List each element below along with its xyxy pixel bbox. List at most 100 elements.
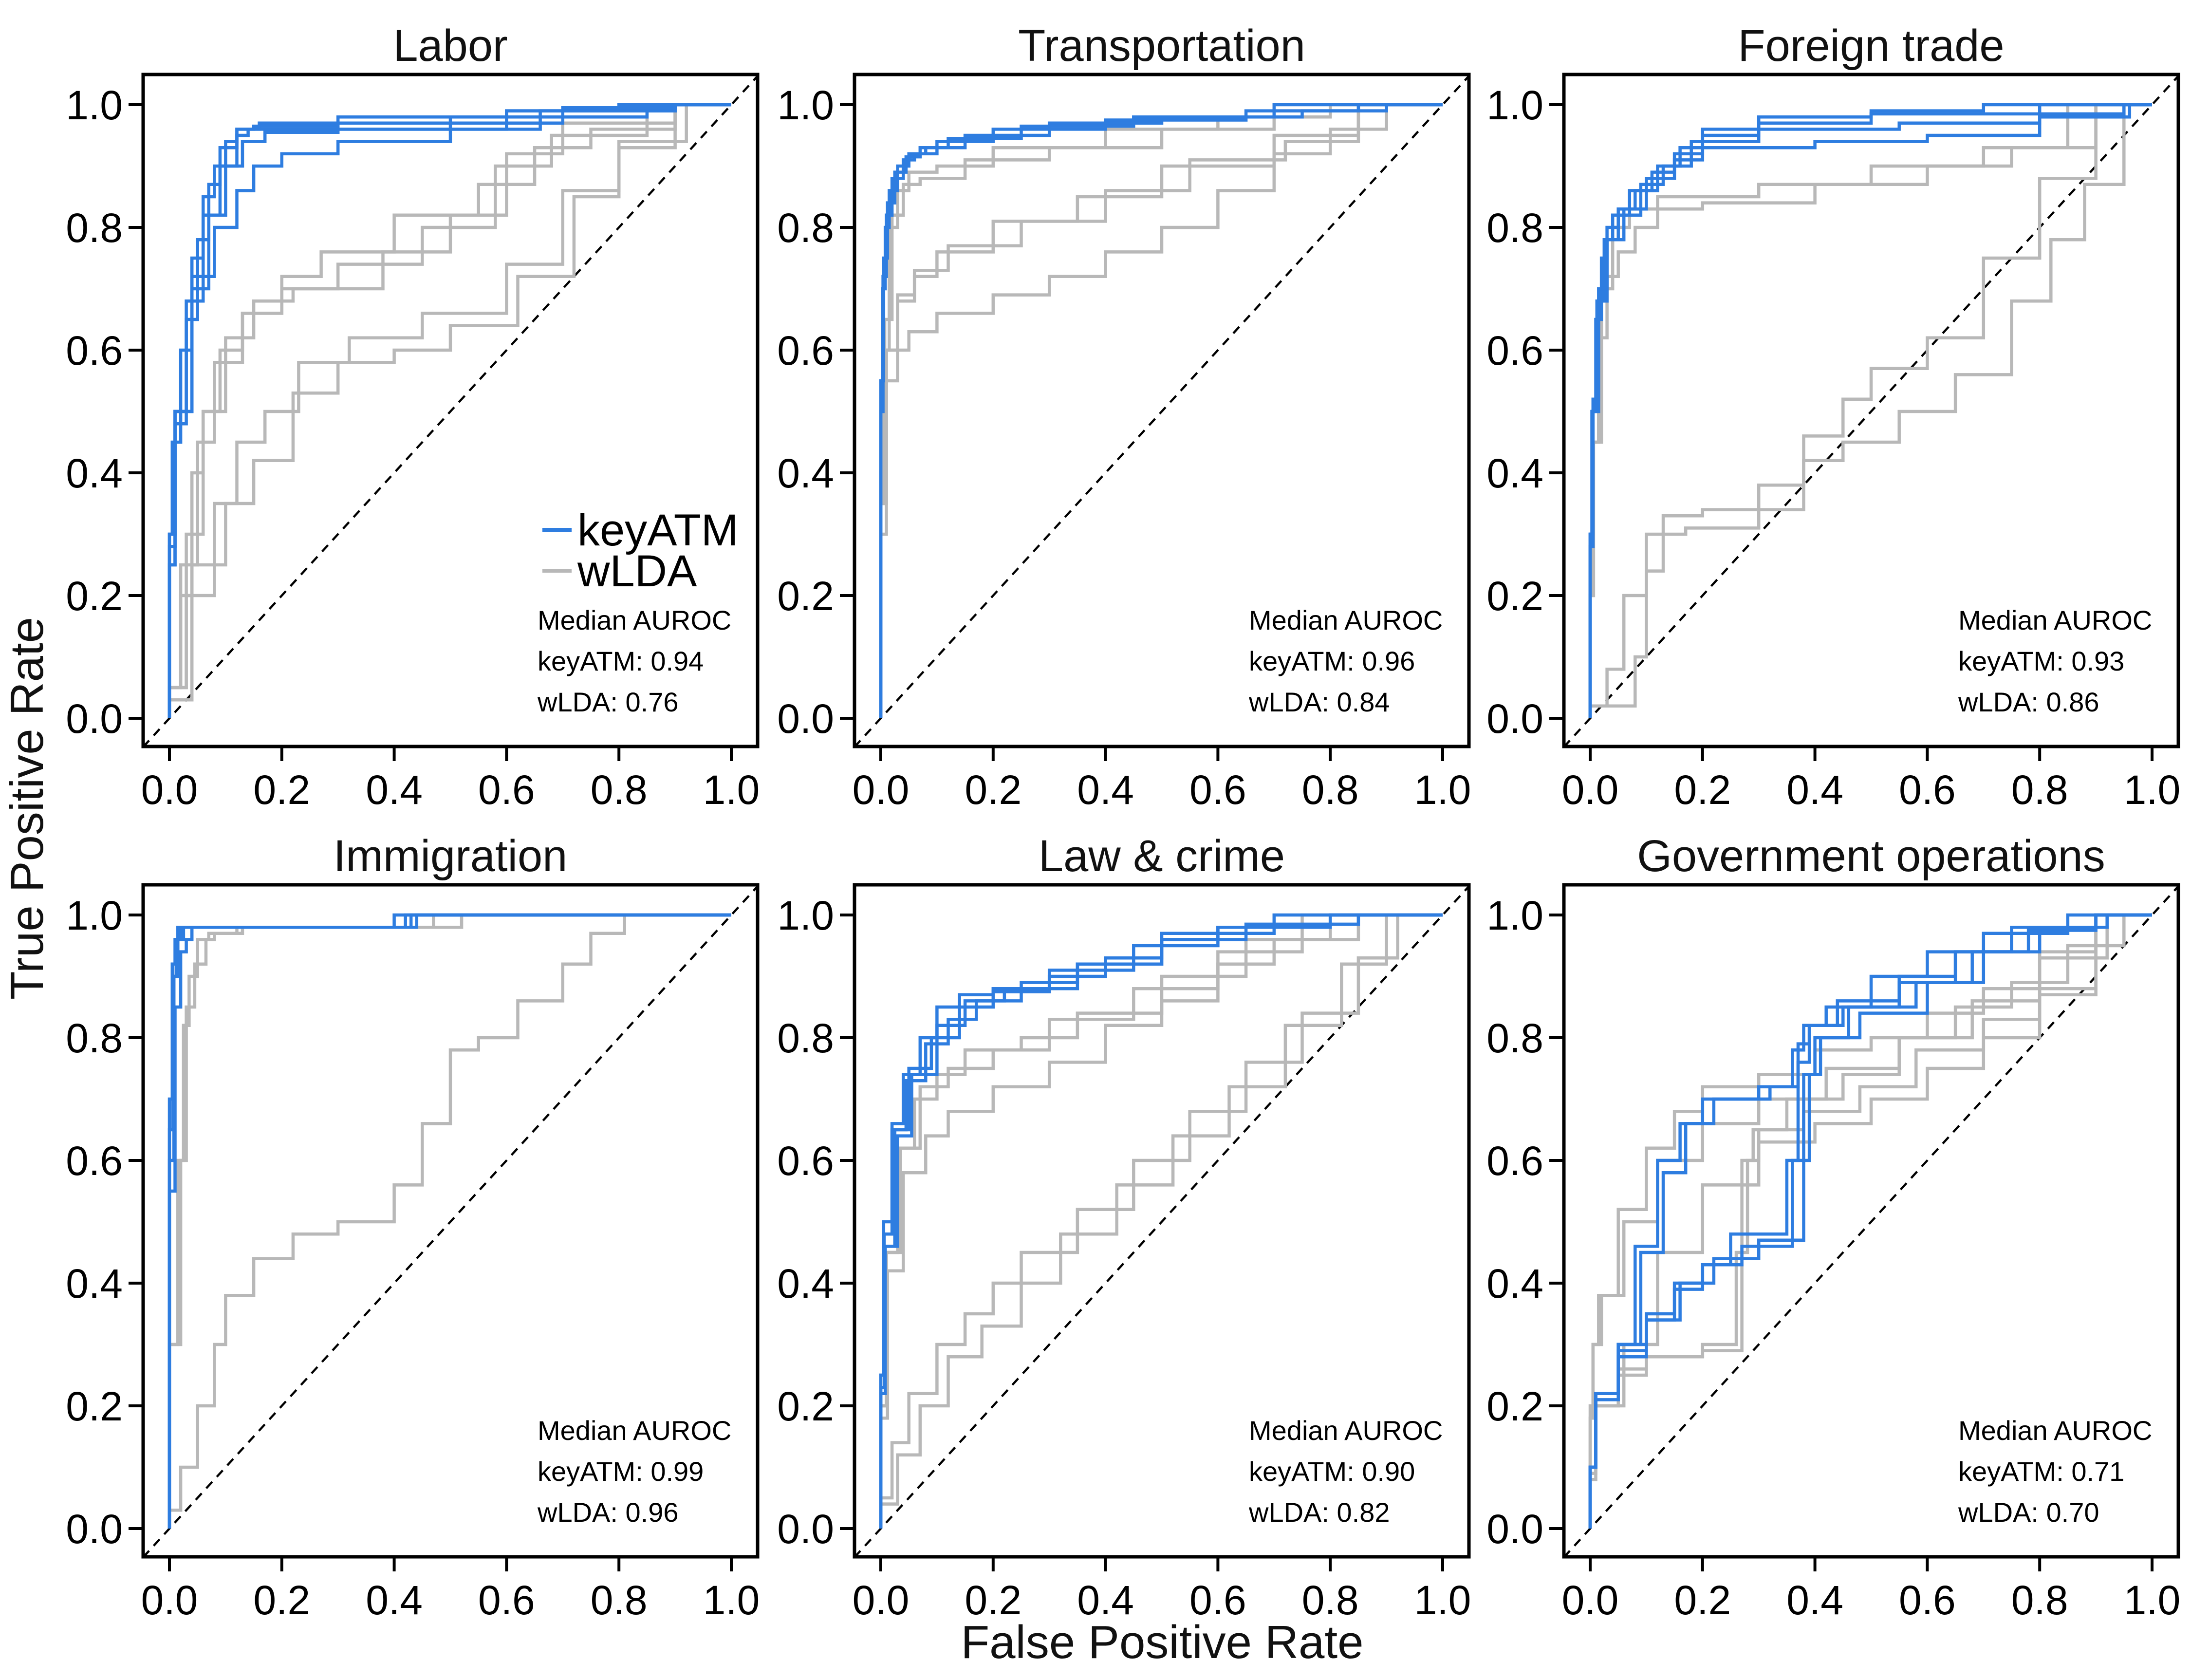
x-tick-label: 0.6 [1899,1577,1956,1623]
y-tick-label: 0.2 [66,1383,123,1429]
y-tick-label: 0.6 [777,328,834,373]
x-axis-title: False Positive Rate [961,1616,1363,1668]
y-tick-label: 0.8 [777,205,834,251]
y-tick-label: 0.6 [1486,1138,1543,1184]
wlda-curve-4 [879,103,1443,718]
plot-area [854,75,1469,747]
chance-diagonal-line [1564,885,2178,1557]
wlda-curve-3 [167,913,731,1529]
y-tick-label: 0.8 [66,205,123,251]
x-tick-label: 0.6 [1899,767,1956,813]
panel-transportation: Transportation 0.0 0.0 0.2 0.2 0.4 0.4 0.6 0.6 0.… [777,21,1471,813]
y-tick-label: 1.0 [66,893,123,938]
keyatm-curve-4 [167,913,731,1529]
median-auroc-keyatm: keyATM: 0.94 [538,646,704,676]
y-tick-label: 0.0 [66,696,123,742]
median-auroc-wlda: wLDA: 0.84 [1248,687,1390,717]
median-auroc-keyatm: keyATM: 0.71 [1958,1456,2124,1487]
y-tick-label: 0.2 [1486,573,1543,619]
keyatm-curve-3 [167,913,731,1529]
chance-diagonal-line [1564,75,2178,747]
panel-title: Labor [393,21,507,71]
wlda-curve-3 [879,913,1443,1529]
median-auroc-wlda: wLDA: 0.86 [1958,687,2099,717]
x-tick-label: 0.2 [1674,767,1731,813]
chance-diagonal-line [143,885,758,1557]
y-tick-label: 0.4 [1486,450,1543,496]
x-tick-label: 0.4 [1786,1577,1843,1623]
y-tick-label: 1.0 [777,893,834,938]
wlda-curve-3 [167,103,731,718]
median-auroc-wlda: wLDA: 0.96 [537,1497,679,1528]
y-tick-label: 0.0 [66,1506,123,1552]
y-tick-label: 0.0 [777,696,834,742]
y-tick-label: 0.2 [777,573,834,619]
wlda-curve-4 [879,913,1443,1529]
median-auroc-keyatm: keyATM: 0.96 [1249,646,1415,676]
panels: Labor 0.0 0.0 0.2 0.2 0.4 0.4 0.6 0.6 0.8 0.8 1.0 1.… [66,21,2180,1623]
y-tick-label: 0.4 [777,450,834,496]
y-tick-label: 0.0 [1486,696,1543,742]
x-tick-label: 0.0 [1562,767,1619,813]
x-tick-label: 0.8 [1302,767,1359,813]
y-tick-label: 0.4 [1486,1261,1543,1307]
y-tick-label: 0.2 [777,1383,834,1429]
y-tick-label: 1.0 [1486,82,1543,128]
x-tick-label: 0.4 [366,767,423,813]
y-axis-title: True Positive Rate [1,617,53,1000]
keyatm-curve-3 [1588,913,2152,1529]
axes-frame [853,883,1471,1559]
y-tick-label: 0.0 [777,1506,834,1552]
axes-frame [1562,883,2180,1559]
x-tick-label: 0.6 [478,1577,535,1623]
median-auroc-header: Median AUROC [1249,605,1443,635]
median-auroc-header: Median AUROC [538,605,731,635]
median-auroc-wlda: wLDA: 0.70 [1958,1497,2099,1528]
y-tick-label: 0.6 [66,328,123,373]
plot-area [143,885,758,1557]
x-tick-label: 0.2 [965,1577,1021,1623]
x-tick-label: 1.0 [703,767,760,813]
x-tick-label: 0.0 [141,1577,198,1623]
wlda-curve-5 [1588,913,2152,1529]
panel-immigration: Immigration 0.0 0.0 0.2 0.2 0.4 0.4 0.6 0.6 0.8 0.… [66,831,760,1623]
x-tick-label: 0.8 [2011,767,2068,813]
axes-frame [141,73,760,748]
y-tick-label: 0.6 [1486,328,1543,373]
x-tick-label: 0.4 [1077,1577,1134,1623]
wlda-curve-1 [167,103,731,718]
wlda-curve-2 [1588,103,2152,718]
x-tick-label: 0.6 [478,767,535,813]
panel-title: Foreign trade [1738,21,2004,71]
keyatm-curve-5 [1588,913,2152,1529]
median-auroc-keyatm: keyATM: 0.99 [538,1456,704,1487]
wlda-curve-5 [879,913,1443,1529]
x-tick-label: 0.2 [253,1577,310,1623]
panel-title: Immigration [334,831,568,881]
x-tick-label: 0.0 [141,767,198,813]
x-tick-label: 0.0 [853,1577,910,1623]
y-tick-label: 0.4 [777,1261,834,1307]
y-tick-label: 0.0 [1486,1506,1543,1552]
chance-diagonal-line [854,885,1469,1557]
y-tick-label: 0.4 [66,1261,123,1307]
panel-title: Government operations [1637,831,2105,881]
x-tick-label: 0.4 [1786,767,1843,813]
x-tick-label: 0.8 [591,767,648,813]
panel-law-crime: Law & crime 0.0 0.0 0.2 0.2 0.4 0.4 0.6 0.6 0.8 0.… [777,831,1471,1623]
x-tick-label: 1.0 [703,1577,760,1623]
y-tick-label: 0.2 [1486,1383,1543,1429]
keyatm-curve-5 [167,103,731,718]
keyatm-curve-4 [1588,913,2152,1529]
keyatm-curve-2 [879,913,1443,1529]
plot-area [1564,75,2178,747]
keyatm-curve-4 [879,913,1443,1529]
keyatm-curve-3 [879,103,1443,718]
x-tick-label: 0.2 [965,767,1021,813]
x-tick-label: 0.0 [1562,1577,1619,1623]
y-tick-label: 0.6 [777,1138,834,1184]
y-tick-label: 1.0 [777,82,834,128]
panel-title: Law & crime [1039,831,1285,881]
x-tick-label: 0.8 [591,1577,648,1623]
